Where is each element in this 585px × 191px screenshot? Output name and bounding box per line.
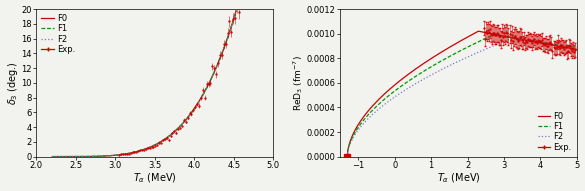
Y-axis label: $\mathrm{ReD}_3\ (\mathrm{fm}^{-7})$: $\mathrm{ReD}_3\ (\mathrm{fm}^{-7})$ (291, 55, 305, 111)
Y-axis label: $\delta_3$ (deg.): $\delta_3$ (deg.) (5, 61, 19, 105)
X-axis label: $T_{\alpha}$ (MeV): $T_{\alpha}$ (MeV) (436, 172, 480, 185)
X-axis label: $T_{\alpha}$ (MeV): $T_{\alpha}$ (MeV) (133, 172, 177, 185)
Legend: F0, F1, F2, Exp.: F0, F1, F2, Exp. (537, 111, 573, 152)
Legend: F0, F1, F2, Exp.: F0, F1, F2, Exp. (40, 13, 77, 55)
